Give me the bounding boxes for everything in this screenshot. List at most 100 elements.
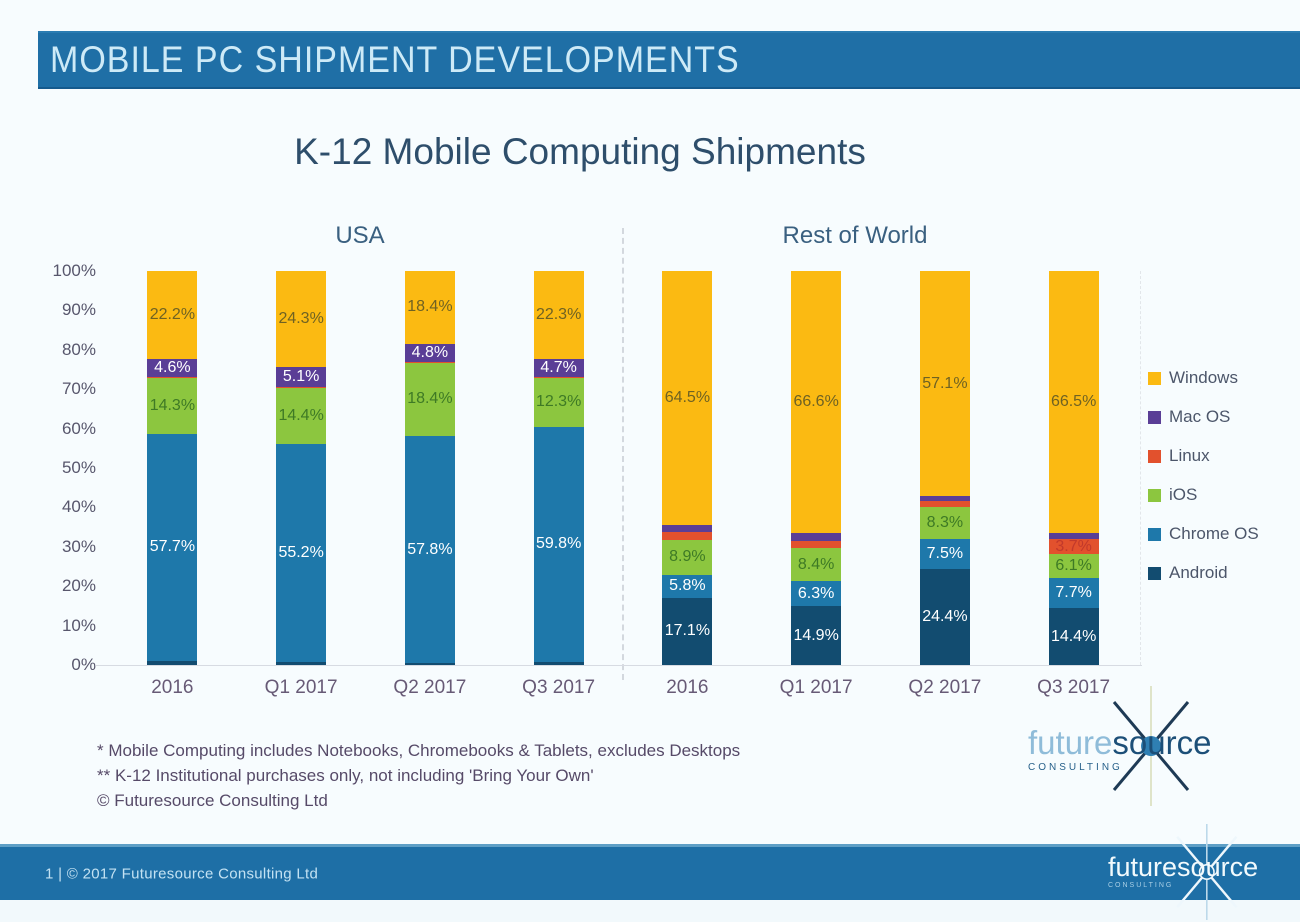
x-axis-label-usa-q1-2017: Q1 2017 <box>264 677 338 698</box>
bar-segment-linux <box>147 376 198 378</box>
bar-segment-ios: 8.9% <box>662 539 713 575</box>
plot-area: 57.7% 14.3% 4.6% 22.2% 2016 55.2% 14.4% 5.1% 24.… <box>96 271 1142 698</box>
segment-label-ios: 8.9% <box>669 548 706 566</box>
segment-label-mac-os: 5.1% <box>282 367 320 385</box>
x-axis-label-rest-of-world-q1-2017: Q1 2017 <box>779 677 853 698</box>
legend-swatch-linux <box>1148 449 1161 463</box>
segment-label-mac-os: 4.6% <box>154 358 191 376</box>
legend-label-mac-os: Mac OS <box>1169 407 1231 426</box>
segment-label-android: 17.1% <box>664 622 711 640</box>
bar-segment-mac-os: 5.1% <box>276 366 327 387</box>
stacked-bar: 14.4% 7.7% 6.1% 3.7% 66.5% <box>1048 271 1099 665</box>
legend-item-windows: Windows <box>1148 368 1259 388</box>
header-bar: MOBILE PC SHIPMENT DEVELOPMENTS <box>38 31 1300 89</box>
chart-legend: Windows Mac OS Linux iOS Chrome OS Android <box>1148 368 1259 602</box>
bar-segment-windows: 57.1% <box>919 271 970 497</box>
bar-segment-mac-os <box>919 496 970 501</box>
segment-label-android: 14.9% <box>793 626 839 644</box>
bar-segment-mac-os: 4.8% <box>404 343 455 363</box>
bar-segment-android: 14.4% <box>1048 608 1099 665</box>
bar-segment-linux <box>662 532 713 540</box>
bar-segment-android: 24.4% <box>919 568 970 665</box>
footer-logo-text-source: source <box>1177 852 1259 882</box>
bar-segment-windows: 22.2% <box>147 271 198 359</box>
group-label-rest-of-world: Rest of World <box>782 222 928 249</box>
segment-label-android: 24.4% <box>922 607 968 625</box>
y-tick-0: 0% <box>71 655 96 674</box>
y-tick-60: 60% <box>61 418 96 438</box>
bar-segment-ios: 14.4% <box>276 387 327 445</box>
bar-segment-ios: 6.1% <box>1048 553 1099 578</box>
bar-segment-chrome-os: 5.8% <box>662 574 713 598</box>
x-axis-label-rest-of-world-q2-2017: Q2 2017 <box>908 677 982 698</box>
bar-slot-usa-q3-2017: 59.8% 12.3% 4.7% 22.3% Q3 2017 <box>494 271 623 698</box>
x-axis-label-rest-of-world-q3-2017: Q3 2017 <box>1037 677 1111 698</box>
footnotes: * Mobile Computing includes Notebooks, C… <box>97 738 740 813</box>
bar-segment-ios: 8.4% <box>791 548 842 582</box>
bar-segment-chrome-os: 7.7% <box>1048 577 1099 609</box>
bar-segment-mac-os: 4.7% <box>533 358 584 378</box>
bar-slot-rest-of-world-2016: 17.1% 5.8% 8.9% 64.5% 2016 <box>623 271 752 698</box>
slide-background: MOBILE PC SHIPMENT DEVELOPMENTS K-12 Mob… <box>0 31 1300 920</box>
legend-item-android: Android <box>1148 563 1259 583</box>
segment-label-windows: 57.1% <box>922 374 968 392</box>
bar-slot-usa-q1-2017: 55.2% 14.4% 5.1% 24.3% Q1 2017 <box>237 271 366 698</box>
y-axis: 0% 10% 20% 30% 40% 50% 60% 70% 80% 90% 100% <box>30 261 96 674</box>
bar-segment-android: 14.9% <box>791 606 842 665</box>
bar-segment-android <box>533 662 584 665</box>
segment-label-chrome-os: 7.7% <box>1055 584 1092 602</box>
bar-segment-windows: 64.5% <box>662 271 713 526</box>
logo-wordmark: futuresource <box>1028 726 1228 759</box>
futuresource-logo: futuresource CONSULTING <box>1028 686 1228 806</box>
bar-segment-android: 17.1% <box>662 597 713 665</box>
legend-swatch-mac-os <box>1148 410 1161 424</box>
legend-item-chrome-os: Chrome OS <box>1148 524 1259 544</box>
segment-label-ios: 18.4% <box>407 390 453 408</box>
segment-label-chrome-os: 57.8% <box>407 540 453 558</box>
footnote-2: ** K-12 Institutional purchases only, no… <box>97 766 594 785</box>
segment-label-ios: 6.1% <box>1055 556 1092 574</box>
bar-segment-windows: 22.3% <box>533 271 584 359</box>
legend-item-linux: Linux <box>1148 446 1259 466</box>
segment-label-mac-os: 4.7% <box>540 359 577 377</box>
bar-segment-linux <box>404 362 455 364</box>
chart-title: K-12 Mobile Computing Shipments <box>294 131 866 172</box>
logo-consulting-label: CONSULTING <box>1028 762 1123 773</box>
y-tick-10: 10% <box>61 615 96 635</box>
bar-segment-chrome-os: 57.7% <box>147 433 198 662</box>
stacked-bar: 57.8% 18.4% 4.8% 18.4% <box>404 271 455 665</box>
legend-item-mac-os: Mac OS <box>1148 407 1259 427</box>
footnote-3: © Futuresource Consulting Ltd <box>97 791 328 810</box>
bar-segment-windows: 24.3% <box>276 271 327 367</box>
legend-label-android: Android <box>1169 563 1228 582</box>
logo-text-source: source <box>1112 724 1212 761</box>
bar-segment-ios: 8.3% <box>919 506 970 540</box>
segment-label-chrome-os: 6.3% <box>797 584 835 602</box>
legend-label-ios: iOS <box>1169 485 1198 504</box>
bar-segment-mac-os <box>791 533 842 541</box>
bar-slot-rest-of-world-q1-2017: 14.9% 6.3% 8.4% 66.6% Q1 2017 <box>752 271 881 698</box>
stacked-bar: 24.4% 7.5% 8.3% 57.1% <box>919 271 970 665</box>
bar-slot-rest-of-world-q3-2017: 14.4% 7.7% 6.1% 3.7% 66.5% Q3 2017 <box>1009 271 1138 698</box>
bar-segment-linux <box>533 377 584 379</box>
bar-segment-chrome-os: 57.8% <box>404 435 455 664</box>
legend-item-ios: iOS <box>1148 485 1259 505</box>
bar-segment-chrome-os: 7.5% <box>919 539 970 569</box>
segment-label-windows: 22.2% <box>149 305 196 323</box>
y-tick-90: 90% <box>61 300 96 320</box>
segment-label-linux: 3.7% <box>1055 537 1092 555</box>
bar-segment-windows: 18.4% <box>404 271 455 344</box>
bar-segment-mac-os <box>1048 533 1099 540</box>
legend-swatch-chrome-os <box>1148 527 1161 541</box>
stacked-bar: 55.2% 14.4% 5.1% 24.3% <box>276 271 327 665</box>
segment-label-ios: 14.4% <box>278 407 324 424</box>
segment-label-ios: 12.3% <box>535 393 582 411</box>
footer-logo-text-future: future <box>1108 852 1178 882</box>
footer-futuresource-logo: futuresource CONSULTING <box>1108 824 1268 920</box>
legend-swatch-windows <box>1148 371 1161 385</box>
segment-label-windows: 66.5% <box>1050 393 1097 411</box>
segment-label-chrome-os: 7.5% <box>926 545 964 563</box>
bar-segment-android <box>404 663 455 665</box>
footer-logo-consulting-label: CONSULTING <box>1108 882 1174 889</box>
x-axis-label-rest-of-world-2016: 2016 <box>666 677 709 698</box>
